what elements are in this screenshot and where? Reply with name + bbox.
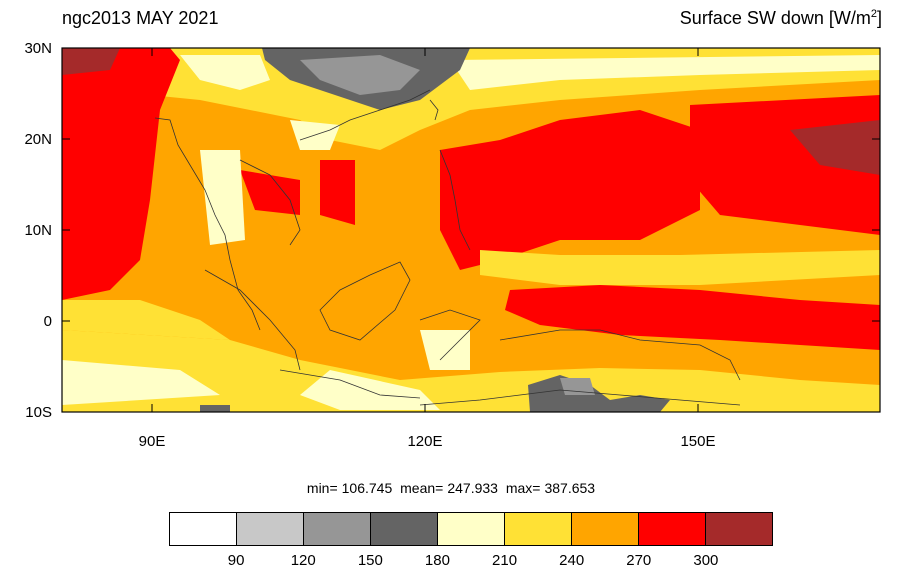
colorbar-box (706, 513, 772, 545)
colorbar-tick-label: 180 (424, 552, 450, 569)
lat-label: 20N (24, 131, 52, 148)
variable-title: Surface SW down [W/m2] (679, 8, 882, 28)
colorbar-tick-label: 210 (492, 552, 518, 569)
colorbar-box (572, 513, 639, 545)
colorbar-box (639, 513, 706, 545)
colorbar-box (237, 513, 304, 545)
colorbar-box (170, 513, 237, 545)
colorbar-tick-label: 240 (559, 552, 585, 569)
lat-label: 0 (44, 313, 52, 330)
colorbar-tick-label: 90 (227, 552, 245, 569)
map-plot: 30N 20N 10N 0 10S 90E 120E 150E (24, 40, 881, 450)
colorbar-box (371, 513, 438, 545)
lon-label: 150E (680, 433, 715, 450)
map-title: ngc2013 MAY 2021 (62, 8, 219, 28)
colorbar-tick-label: 150 (357, 552, 383, 569)
colorbar-tick-label: 120 (290, 552, 316, 569)
colorbar-box (438, 513, 505, 545)
tick-marks (62, 47, 880, 413)
colorbar-box (505, 513, 572, 545)
colorbar (169, 512, 773, 546)
lat-label: 10N (24, 222, 52, 239)
sw-field (62, 48, 880, 412)
coastlines (154, 89, 741, 406)
colorbar-tick-label: 300 (693, 552, 719, 569)
lon-label: 90E (139, 433, 166, 450)
lon-label: 120E (407, 433, 442, 450)
colorbar-labels: 90 120 150 180 210 240 270 300 (0, 552, 902, 572)
lat-label: 30N (24, 40, 52, 57)
colorbar-box (304, 513, 371, 545)
field-statistics: min= 106.745 mean= 247.933 max= 387.653 (306, 480, 596, 496)
colorbar-tick-label: 270 (626, 552, 652, 569)
lat-label: 10S (25, 404, 52, 421)
